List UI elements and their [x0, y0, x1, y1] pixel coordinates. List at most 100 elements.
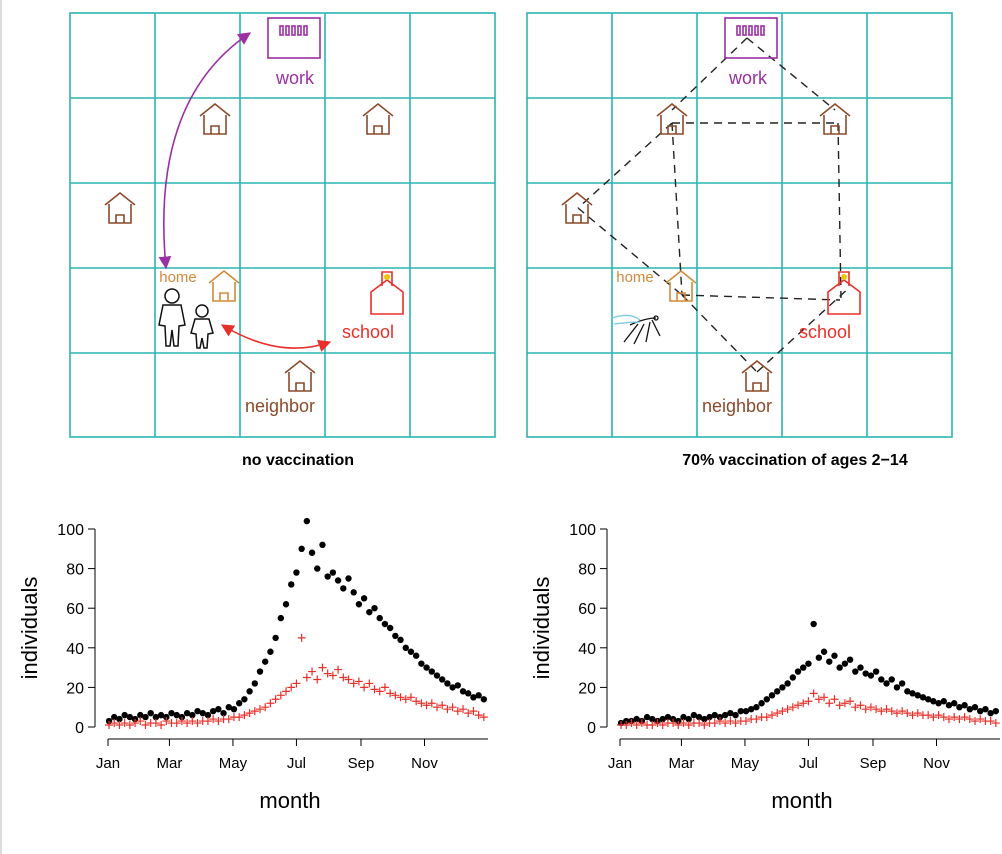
point — [267, 648, 274, 655]
y-tick-label: 20 — [578, 680, 596, 697]
point — [878, 676, 885, 683]
point — [774, 688, 781, 695]
point — [841, 660, 849, 667]
point — [402, 644, 409, 651]
work-icon — [267, 17, 321, 59]
work-label: work — [275, 68, 315, 88]
point — [944, 715, 953, 724]
point — [157, 721, 166, 730]
point — [913, 709, 922, 718]
point — [298, 545, 305, 552]
point — [976, 715, 985, 724]
point — [303, 517, 311, 525]
contact-lines — [577, 37, 851, 373]
point — [727, 709, 734, 717]
point — [888, 676, 895, 683]
point — [622, 721, 631, 730]
point — [465, 690, 472, 697]
point — [251, 680, 258, 687]
point — [887, 707, 896, 716]
neighbor-icon — [741, 360, 773, 392]
point — [177, 717, 186, 726]
point — [115, 721, 124, 730]
house-icon — [561, 192, 593, 224]
point — [375, 687, 384, 696]
point — [695, 719, 704, 728]
point — [669, 719, 678, 728]
diagram-grid — [526, 12, 953, 438]
point — [137, 711, 144, 719]
diagram-title: 70% vaccination of ages 2−14 — [682, 452, 908, 469]
point — [914, 692, 921, 699]
point — [417, 699, 426, 708]
point — [826, 658, 833, 665]
point — [355, 601, 363, 608]
point — [715, 717, 724, 726]
x-tick-label: Sep — [348, 755, 375, 772]
point — [126, 713, 134, 721]
y-tick-label: 40 — [66, 641, 84, 658]
point — [877, 707, 886, 716]
x-tick-label: Jan — [96, 755, 120, 772]
point — [857, 664, 864, 671]
point — [282, 687, 291, 696]
y-tick-label: 0 — [587, 720, 596, 737]
point — [867, 672, 875, 679]
people-icon — [158, 288, 214, 349]
point — [116, 715, 123, 723]
point — [370, 685, 379, 694]
point — [151, 719, 160, 728]
point — [308, 549, 316, 556]
point — [987, 709, 994, 717]
point — [659, 715, 666, 723]
point — [172, 719, 181, 728]
point — [762, 713, 771, 722]
point — [266, 699, 275, 708]
point — [726, 717, 735, 726]
x-tick-label: Jul — [799, 755, 818, 772]
plot: 0 20 40 60 80 100 Jan Mar May Jul Sep Nov month indiv… — [17, 517, 488, 813]
point — [898, 707, 907, 716]
point — [277, 614, 285, 622]
point — [986, 717, 995, 726]
point — [475, 692, 482, 699]
point — [480, 696, 488, 703]
point — [235, 713, 244, 722]
point — [334, 665, 343, 674]
point — [340, 585, 347, 592]
point — [479, 713, 488, 722]
point — [406, 693, 415, 702]
point — [287, 683, 296, 692]
x-axis-label: month — [259, 788, 320, 813]
point — [893, 684, 901, 691]
point — [768, 711, 776, 720]
point — [685, 715, 692, 723]
house-icon — [199, 103, 231, 135]
point — [966, 705, 974, 713]
point — [695, 713, 703, 721]
point — [214, 717, 223, 726]
point — [742, 707, 750, 715]
point — [324, 573, 331, 580]
point — [240, 711, 249, 720]
x-tick-label: Mar — [669, 755, 695, 772]
point — [977, 707, 984, 715]
school-arrow — [220, 324, 332, 352]
point — [386, 624, 394, 632]
point — [474, 711, 483, 720]
point — [789, 674, 797, 681]
point — [637, 719, 646, 728]
y-tick-label: 20 — [66, 680, 84, 697]
point — [788, 703, 797, 712]
point — [328, 671, 337, 680]
point — [288, 581, 295, 588]
point — [131, 719, 140, 728]
point — [664, 713, 672, 721]
point — [846, 656, 854, 663]
point — [794, 701, 803, 710]
point — [391, 691, 400, 700]
point — [934, 711, 943, 720]
point — [835, 701, 844, 710]
point — [152, 713, 160, 721]
